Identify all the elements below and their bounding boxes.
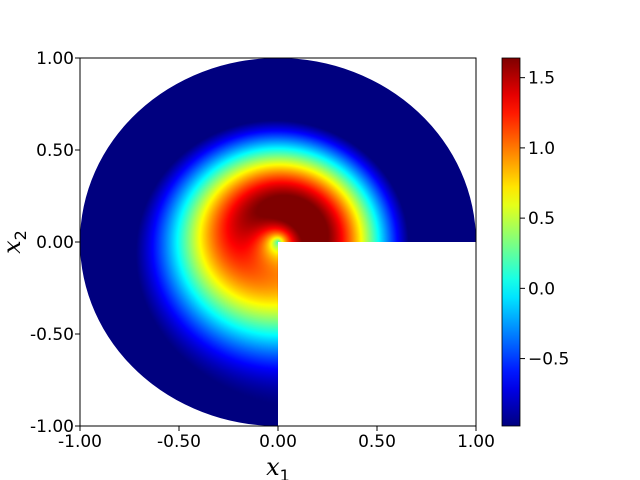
x-tick-label: 0.00 xyxy=(259,432,297,452)
x-tick-label: 0.50 xyxy=(358,432,396,452)
colorbar-tick-label: −0.5 xyxy=(528,350,569,370)
y-tick-label: 0.50 xyxy=(36,141,74,161)
colorbar-tick-label: 0.0 xyxy=(528,279,555,299)
y-tick-label: 1.00 xyxy=(36,49,74,69)
colorbar-ticks: −0.5 0.0 0.5 1.0 1.5 xyxy=(520,69,569,370)
y-tick-label: 0.00 xyxy=(36,233,74,253)
y-tick-label: -0.50 xyxy=(30,325,74,345)
plot-area xyxy=(79,57,477,427)
colorbar-tick-label: 1.5 xyxy=(528,69,555,89)
y-tick-label: -1.00 xyxy=(30,417,74,437)
colorbar-tick-label: 0.5 xyxy=(528,209,555,229)
x-tick-label: -0.50 xyxy=(157,432,201,452)
y-axis-label: x2 xyxy=(0,230,30,254)
y-axis: -1.00 -0.50 0.00 0.50 1.00 xyxy=(30,49,80,437)
x-axis-label: x1 xyxy=(266,453,290,480)
colorbar-frame xyxy=(501,57,521,427)
colorbar: −0.5 0.0 0.5 1.0 1.5 xyxy=(501,57,569,427)
x-axis: -1.00 -0.50 0.00 0.50 1.00 xyxy=(58,426,495,452)
colorbar-tick-label: 1.0 xyxy=(528,139,555,159)
colorbar-gradient xyxy=(502,58,520,426)
x-tick-label: 1.00 xyxy=(457,432,495,452)
x-tick-label: -1.00 xyxy=(58,432,102,452)
